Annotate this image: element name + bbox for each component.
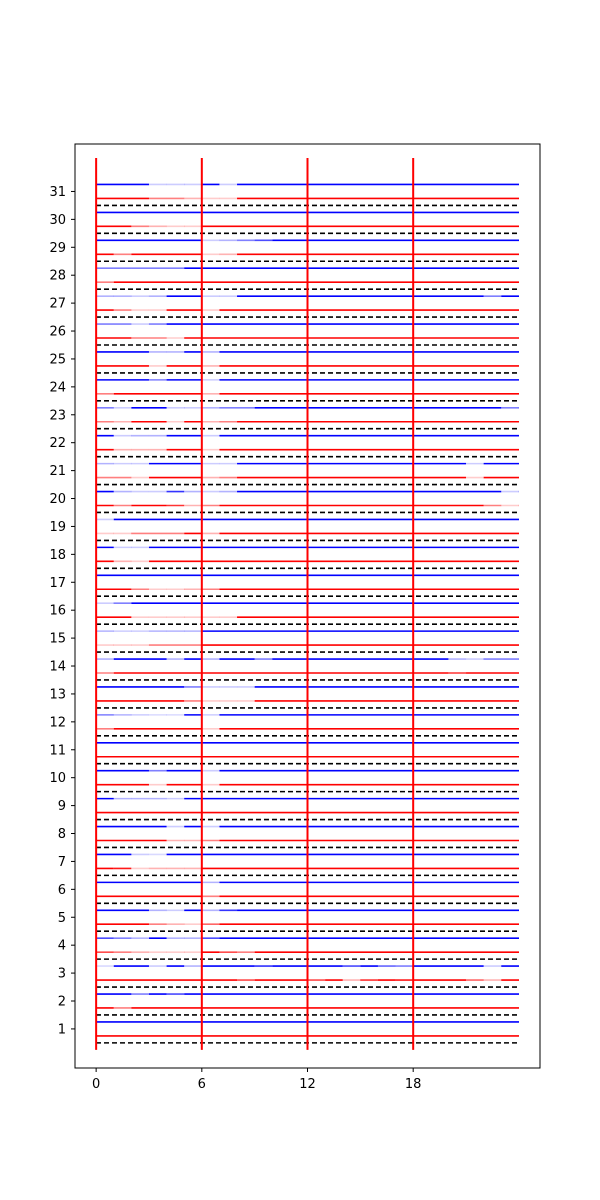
- x-tick-label-12: 12: [299, 1077, 316, 1092]
- y-tick-label-16: 16: [49, 604, 66, 619]
- y-tick-label-10: 10: [49, 771, 66, 786]
- y-tick-label-19: 19: [49, 520, 66, 535]
- y-tick-label-14: 14: [49, 660, 66, 675]
- y-tick-label-13: 13: [49, 687, 66, 702]
- y-tick-label-24: 24: [49, 380, 66, 395]
- y-tick-label-28: 28: [49, 269, 66, 284]
- y-tick-label-21: 21: [49, 464, 66, 479]
- y-tick-label-23: 23: [49, 408, 66, 423]
- y-tick-label-26: 26: [49, 325, 66, 340]
- y-tick-label-22: 22: [49, 436, 66, 451]
- y-tick-label-2: 2: [58, 995, 66, 1010]
- y-tick-label-27: 27: [49, 297, 66, 312]
- y-tick-label-12: 12: [49, 715, 66, 730]
- y-tick-label-31: 31: [49, 185, 66, 200]
- y-tick-label-6: 6: [58, 883, 66, 898]
- y-tick-label-30: 30: [49, 213, 66, 228]
- y-axis: 1234567891011121314151617181920212223242…: [49, 185, 75, 1037]
- x-tick-label-6: 6: [198, 1077, 206, 1092]
- y-tick-label-9: 9: [58, 799, 66, 814]
- x-tick-label-0: 0: [92, 1077, 100, 1092]
- y-tick-label-7: 7: [58, 855, 66, 870]
- y-tick-label-15: 15: [49, 632, 66, 647]
- y-tick-label-5: 5: [58, 911, 66, 926]
- y-tick-label-4: 4: [58, 939, 66, 954]
- y-tick-label-17: 17: [49, 576, 66, 591]
- y-tick-label-11: 11: [49, 743, 66, 758]
- y-tick-label-18: 18: [49, 548, 66, 563]
- x-tick-label-18: 18: [405, 1077, 422, 1092]
- y-tick-label-29: 29: [49, 241, 66, 256]
- y-tick-label-8: 8: [58, 827, 66, 842]
- x-axis: 0 6 12 18: [92, 1068, 421, 1092]
- y-tick-label-25: 25: [49, 352, 66, 367]
- y-tick-label-1: 1: [58, 1022, 66, 1037]
- vertical-markers-layer: [95, 157, 415, 1050]
- y-tick-label-20: 20: [49, 492, 66, 507]
- y-tick-label-3: 3: [58, 967, 66, 982]
